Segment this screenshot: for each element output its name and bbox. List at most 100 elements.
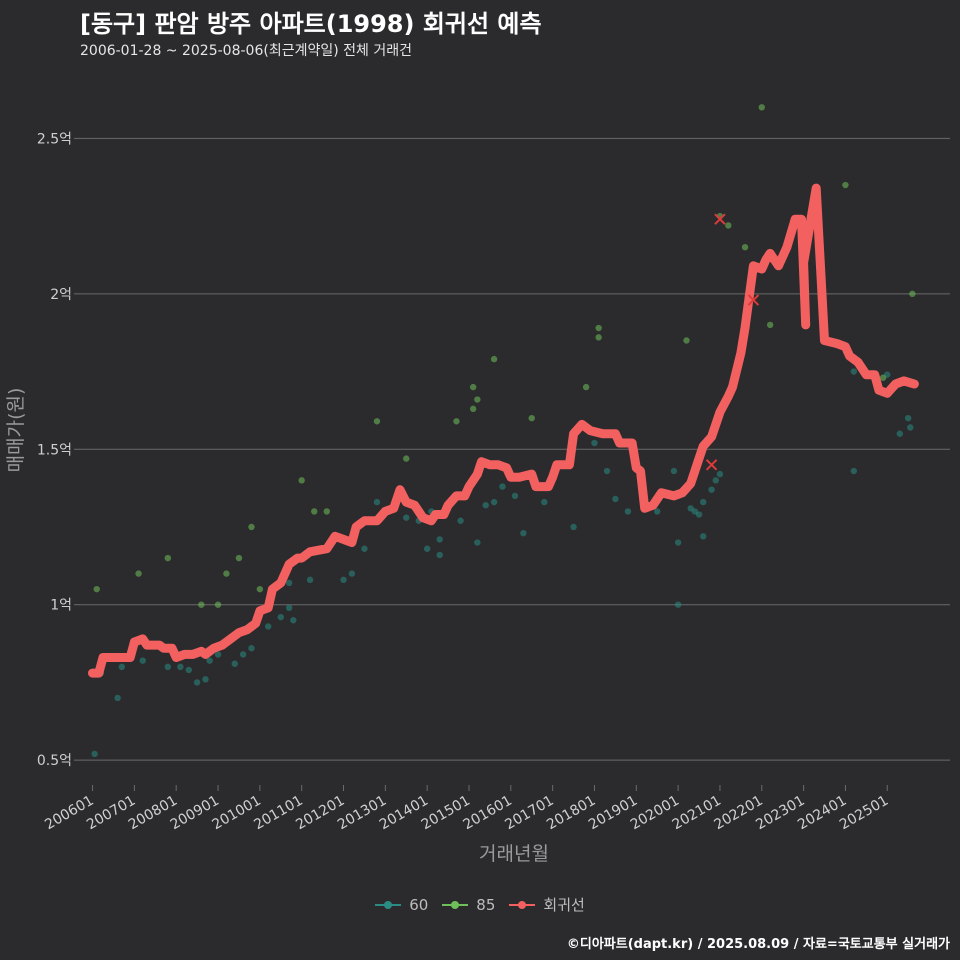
point-60-8 — [193, 679, 201, 686]
legend-key-60 — [375, 898, 402, 912]
point-60-49 — [674, 539, 682, 546]
point-60-20 — [306, 576, 314, 584]
outlier-stroke-b-2 — [747, 294, 760, 306]
point-60-47 — [670, 467, 678, 475]
point-85-23 — [683, 337, 690, 344]
outlier-2 — [747, 294, 760, 306]
point-85-22 — [595, 334, 602, 341]
point-60-11 — [214, 651, 222, 658]
point-60-46 — [654, 508, 661, 515]
source-credit: ©디아파트(dapt.kr) / 2025.08.09 / 자료=국토교통부 실… — [566, 937, 950, 952]
point-60-32 — [457, 517, 464, 524]
point-60-33 — [474, 539, 481, 546]
point-60-64 — [907, 424, 914, 431]
point-60-17 — [285, 604, 293, 612]
point-85-30 — [909, 290, 916, 298]
regression-path — [88, 183, 919, 678]
outlier-marks — [705, 213, 760, 471]
point-60-9 — [202, 676, 209, 683]
legend-label-85: 85 — [476, 895, 496, 914]
legend-item-60[interactable]: 60 — [375, 896, 428, 914]
point-60-62 — [896, 430, 904, 437]
y-tick-label-2: 1.5억 — [37, 442, 72, 458]
point-60-13 — [239, 651, 247, 658]
point-60-15 — [265, 623, 272, 630]
point-60-23 — [361, 545, 368, 552]
point-60-26 — [403, 514, 410, 521]
point-85-12 — [373, 418, 381, 425]
point-60-56 — [712, 477, 719, 484]
y-tick-label-3: 2억 — [50, 287, 72, 303]
point-60-44 — [624, 508, 632, 515]
point-60-0 — [91, 750, 98, 758]
legend-key-85 — [442, 898, 469, 912]
y-tick-label-4: 2.5억 — [37, 131, 72, 147]
legend-label-regression: 회귀선 — [543, 896, 585, 914]
point-60-39 — [541, 498, 548, 506]
y-tick-label-0: 0.5억 — [37, 753, 72, 769]
point-60-37 — [511, 492, 519, 500]
point-60-18 — [290, 617, 297, 624]
legend-item-regression[interactable]: 회귀선 — [509, 894, 585, 915]
point-60-4 — [139, 657, 146, 664]
point-85-14 — [453, 418, 460, 425]
point-85-10 — [311, 508, 318, 515]
point-60-22 — [348, 570, 356, 577]
point-60-35 — [490, 498, 498, 506]
point-85-0 — [93, 585, 100, 593]
point-60-16 — [277, 613, 284, 621]
point-60-43 — [612, 495, 619, 503]
outlier-1 — [705, 459, 718, 471]
y-axis-ticks: 0.5억 1억 1.5억 2억 2.5억 — [37, 131, 80, 769]
legend-key-regression — [509, 898, 536, 912]
point-85-5 — [223, 570, 230, 577]
point-60-41 — [591, 439, 598, 447]
point-60-10 — [206, 657, 213, 664]
point-85-21 — [595, 324, 602, 332]
x-axis-ticks: 2006012007012008012009012010012011012012… — [42, 785, 891, 833]
point-60-6 — [177, 663, 184, 671]
point-85-4 — [214, 601, 222, 608]
point-85-16 — [474, 396, 481, 403]
chart-subtitle: 2006-01-28 ~ 2025-08-06(최근계약일) 전체 거래건 — [80, 43, 412, 59]
point-85-31 — [879, 374, 887, 381]
regression-line — [88, 183, 919, 678]
point-85-17 — [469, 405, 477, 413]
point-60-24 — [373, 498, 381, 506]
point-85-9 — [298, 477, 305, 484]
point-85-8 — [256, 585, 264, 593]
point-60-60 — [850, 467, 857, 475]
point-60-29 — [423, 545, 431, 552]
point-60-57 — [716, 470, 724, 478]
outlier-stroke-b-1 — [705, 459, 718, 471]
point-60-54 — [700, 498, 707, 506]
point-85-6 — [235, 554, 243, 562]
x-tick-label-19: 202501 — [837, 793, 891, 834]
point-85-27 — [758, 104, 765, 111]
point-60-63 — [904, 414, 912, 422]
point-60-53 — [700, 533, 707, 540]
point-60-30 — [436, 551, 443, 559]
x-axis-label: 거래년월 — [479, 843, 549, 865]
point-85-18 — [490, 355, 498, 363]
point-85-15 — [469, 383, 477, 391]
point-60-5 — [164, 663, 172, 671]
point-85-25 — [725, 222, 732, 229]
y-axis-label: 매매가(원) — [5, 388, 27, 473]
point-85-2 — [164, 554, 172, 562]
legend-item-85[interactable]: 85 — [442, 896, 495, 914]
legend-label-60: 60 — [409, 895, 429, 914]
point-60-36 — [499, 483, 506, 490]
chart-title: [동구] 판암 방주 아파트(1998) 회귀선 예측 — [80, 10, 542, 38]
point-85-26 — [741, 243, 749, 251]
point-85-28 — [766, 321, 774, 329]
point-60-34 — [482, 502, 489, 509]
point-85-7 — [248, 523, 255, 531]
chart-legend: 60 85 회귀선 — [0, 894, 960, 915]
point-60-12 — [231, 660, 238, 667]
point-60-21 — [340, 576, 347, 584]
outlier-0 — [714, 213, 726, 225]
point-60-42 — [603, 467, 611, 475]
y-tick-label-1: 1억 — [50, 598, 72, 614]
